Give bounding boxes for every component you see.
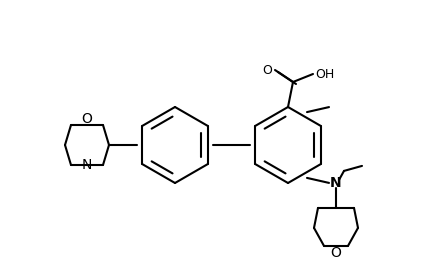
Text: N: N [330, 176, 342, 190]
Text: O: O [82, 112, 92, 126]
Text: O: O [330, 246, 342, 260]
Text: O: O [262, 63, 272, 76]
Text: OH: OH [315, 68, 335, 81]
Text: N: N [82, 158, 92, 172]
